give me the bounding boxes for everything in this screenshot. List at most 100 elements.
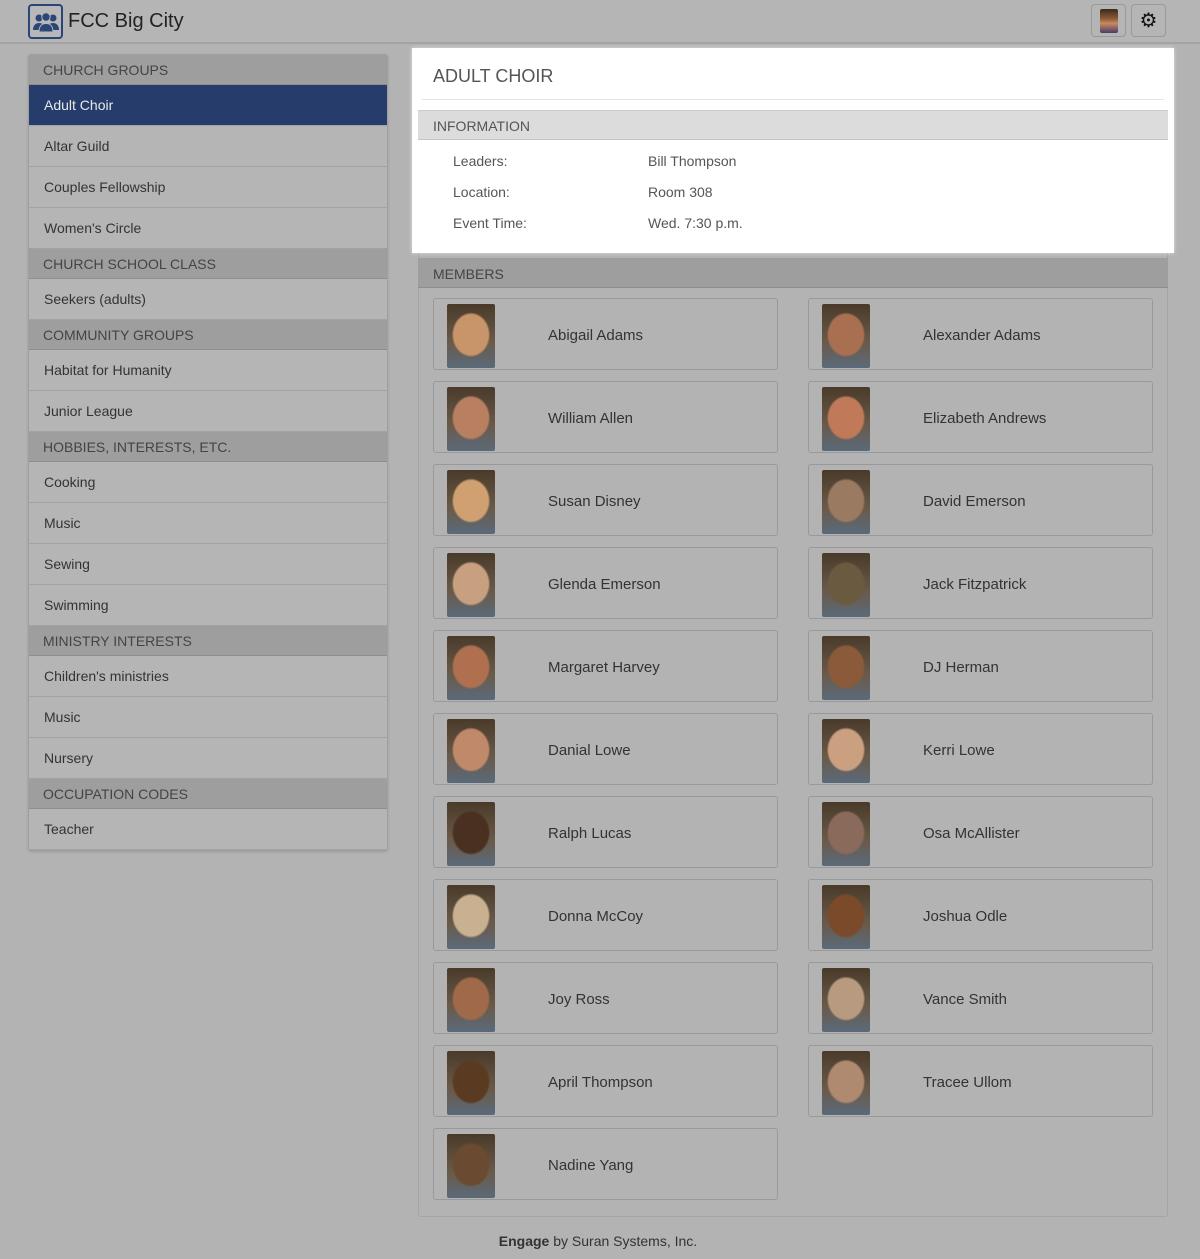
member-photo [447, 1134, 495, 1198]
member-name[interactable]: Elizabeth Andrews [923, 410, 1047, 427]
member-photo [447, 636, 495, 700]
gear-icon: ⚙ [1139, 10, 1158, 32]
sidebar-item[interactable]: Nursery [29, 738, 387, 779]
people-group-icon[interactable] [28, 4, 63, 39]
member-name[interactable]: Joy Ross [548, 991, 610, 1008]
sidebar: CHURCH GROUPS Adult Choir Altar Guild Coupl… [28, 54, 388, 851]
sidebar-item[interactable]: Women's Circle [29, 208, 387, 249]
member-name[interactable]: Abigail Adams [548, 327, 644, 344]
member-card[interactable]: David Emerson [808, 464, 1153, 536]
member-name[interactable]: William Allen [548, 410, 634, 427]
member-name[interactable]: Donna McCoy [548, 908, 644, 925]
member-photo [447, 885, 495, 949]
member-card[interactable]: Kerri Lowe [808, 713, 1153, 785]
member-card[interactable]: Glenda Emerson [433, 547, 778, 619]
user-avatar-button[interactable] [1091, 4, 1126, 37]
member-card[interactable]: Osa McAllister [808, 796, 1153, 868]
member-card[interactable]: Joshua Odle [808, 879, 1153, 951]
settings-button[interactable]: ⚙ [1131, 4, 1166, 37]
divider [422, 99, 1164, 100]
member-name[interactable]: Alexander Adams [923, 327, 1041, 344]
member-name[interactable]: Ralph Lucas [548, 825, 632, 842]
member-card[interactable]: Susan Disney [433, 464, 778, 536]
member-card[interactable]: Vance Smith [808, 962, 1153, 1034]
sidebar-item[interactable]: Altar Guild [29, 126, 387, 167]
member-photo [447, 1051, 495, 1115]
sidebar-item[interactable]: Music [29, 697, 387, 738]
member-name[interactable]: Vance Smith [923, 991, 1007, 1008]
app-title[interactable]: FCC Big City [68, 10, 184, 32]
member-card[interactable]: April Thompson [433, 1045, 778, 1117]
info-value: Wed. 7:30 p.m. [648, 215, 743, 231]
sidebar-item[interactable]: Junior League [29, 391, 387, 432]
member-name[interactable]: Kerri Lowe [923, 742, 995, 759]
member-photo [822, 636, 870, 700]
member-card[interactable]: Nadine Yang [433, 1128, 778, 1200]
member-photo [822, 968, 870, 1032]
info-value: Bill Thompson [648, 153, 737, 169]
member-name[interactable]: Margaret Harvey [548, 659, 660, 676]
member-name[interactable]: Susan Disney [548, 493, 641, 510]
member-name[interactable]: Joshua Odle [923, 908, 1008, 925]
sidebar-section-header: CHURCH GROUPS [29, 55, 387, 85]
sidebar-item[interactable]: Sewing [29, 544, 387, 585]
member-photo [447, 719, 495, 783]
info-label: Leaders: [453, 153, 508, 169]
member-name[interactable]: Osa McAllister [923, 825, 1020, 842]
member-card[interactable]: Jack Fitzpatrick [808, 547, 1153, 619]
sidebar-section-header: COMMUNITY GROUPS [29, 320, 387, 350]
member-card[interactable]: Donna McCoy [433, 879, 778, 951]
sidebar-item[interactable]: Teacher [29, 809, 387, 850]
member-name[interactable]: Tracee Ullom [923, 1074, 1012, 1091]
members-header: MEMBERS [418, 258, 1168, 288]
sidebar-item[interactable]: Adult Choir [29, 85, 387, 126]
top-bar: FCC Big City ⚙ [0, 0, 1200, 44]
footer-text: by Suran Systems, Inc. [549, 1233, 698, 1249]
member-card[interactable]: Ralph Lucas [433, 796, 778, 868]
member-photo [447, 470, 495, 534]
sidebar-item[interactable]: Couples Fellowship [29, 167, 387, 208]
user-avatar [1099, 8, 1118, 33]
footer: Engage by Suran Systems, Inc. [0, 1233, 1196, 1249]
sidebar-item[interactable]: Music [29, 503, 387, 544]
member-card[interactable]: DJ Herman [808, 630, 1153, 702]
member-photo [822, 1051, 870, 1115]
group-info-panel: ADULT CHOIR INFORMATION Leaders: Bill Th… [412, 48, 1174, 253]
member-card[interactable]: William Allen [433, 381, 778, 453]
member-photo [822, 802, 870, 866]
member-photo [447, 387, 495, 451]
member-photo [822, 304, 870, 368]
info-label: Event Time: [453, 215, 527, 231]
member-card[interactable]: Danial Lowe [433, 713, 778, 785]
member-photo [447, 304, 495, 368]
sidebar-item[interactable]: Cooking [29, 462, 387, 503]
member-photo [822, 470, 870, 534]
member-card[interactable]: Abigail Adams [433, 298, 778, 370]
member-card[interactable]: Alexander Adams [808, 298, 1153, 370]
sidebar-item[interactable]: Children's ministries [29, 656, 387, 697]
sidebar-item[interactable]: Seekers (adults) [29, 279, 387, 320]
member-photo [447, 553, 495, 617]
footer-brand: Engage [498, 1233, 550, 1249]
member-card[interactable]: Tracee Ullom [808, 1045, 1153, 1117]
sidebar-item[interactable]: Swimming [29, 585, 387, 626]
member-card[interactable]: Elizabeth Andrews [808, 381, 1153, 453]
sidebar-item[interactable]: Habitat for Humanity [29, 350, 387, 391]
sidebar-section-header: CHURCH SCHOOL CLASS [29, 249, 387, 279]
member-photo [822, 719, 870, 783]
member-card[interactable]: Joy Ross [433, 962, 778, 1034]
member-card[interactable]: Margaret Harvey [433, 630, 778, 702]
sidebar-section-header: MINISTRY INTERESTS [29, 626, 387, 656]
member-photo [447, 802, 495, 866]
info-header: INFORMATION [418, 110, 1168, 140]
member-photo [822, 885, 870, 949]
member-name[interactable]: Glenda Emerson [548, 576, 661, 593]
member-name[interactable]: David Emerson [923, 493, 1026, 510]
member-name[interactable]: April Thompson [548, 1074, 653, 1091]
page-title: ADULT CHOIR [433, 66, 554, 86]
member-name[interactable]: DJ Herman [923, 659, 999, 676]
sidebar-section-header: OCCUPATION CODES [29, 779, 387, 809]
member-name[interactable]: Danial Lowe [548, 742, 631, 759]
member-name[interactable]: Nadine Yang [548, 1157, 634, 1174]
member-name[interactable]: Jack Fitzpatrick [923, 576, 1027, 593]
